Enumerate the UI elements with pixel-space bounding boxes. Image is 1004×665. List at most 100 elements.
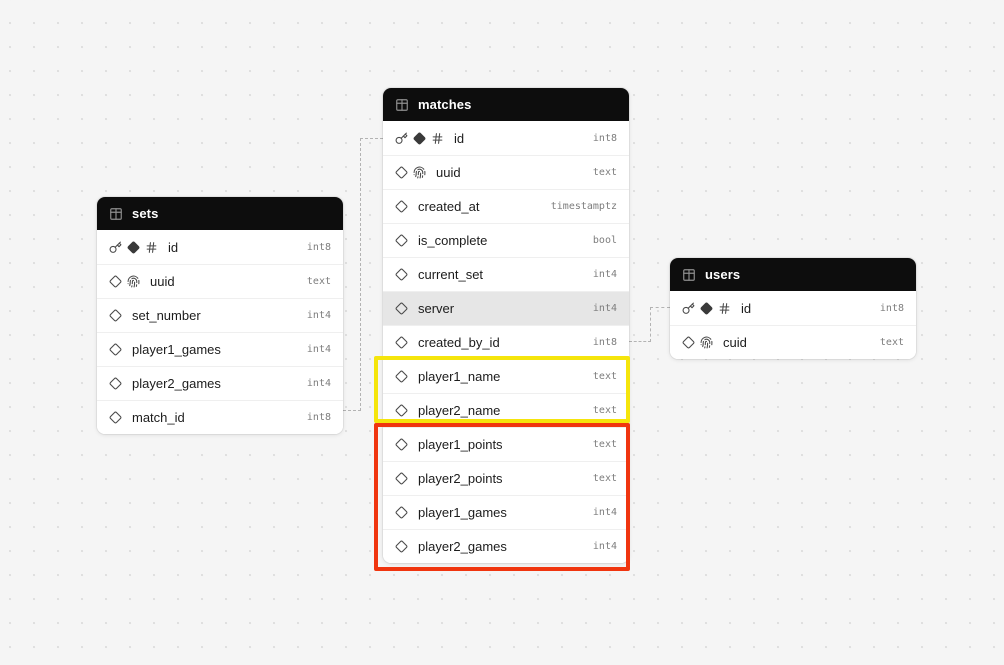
diamond-outline-icon <box>682 336 695 349</box>
hash-icon <box>431 132 444 145</box>
column-icons <box>109 411 122 424</box>
column-row-uuid[interactable]: uuid text <box>97 264 343 298</box>
table-header-matches[interactable]: matches <box>383 88 629 121</box>
hash-icon <box>145 241 158 254</box>
column-row-player1_points[interactable]: player1_points text <box>383 427 629 461</box>
relation-matches-users-segment <box>650 307 651 342</box>
column-row-id[interactable]: id int8 <box>383 121 629 155</box>
column-name: created_at <box>418 199 480 214</box>
fingerprint-icon <box>700 336 713 349</box>
column-name: player2_points <box>418 471 503 486</box>
column-type: int8 <box>879 302 904 314</box>
column-row-player2_points[interactable]: player2_points text <box>383 461 629 495</box>
column-name: current_set <box>418 267 484 282</box>
column-row-player1_games[interactable]: player1_games int4 <box>97 332 343 366</box>
column-name: id <box>741 300 752 316</box>
column-row-created_at[interactable]: created_at timestamptz <box>383 189 629 223</box>
column-type: text <box>592 439 617 450</box>
table-header-sets[interactable]: sets <box>97 197 343 230</box>
column-type: text <box>879 337 904 348</box>
diamond-filled-icon <box>700 302 713 315</box>
column-row-id[interactable]: id int8 <box>97 230 343 264</box>
column-icons <box>395 132 444 145</box>
diamond-outline-icon <box>395 370 408 383</box>
column-row-cuid[interactable]: cuid text <box>670 325 916 359</box>
column-type: text <box>592 473 617 484</box>
column-name: player2_name <box>418 403 501 418</box>
diamond-filled-icon <box>413 132 426 145</box>
diamond-outline-icon <box>395 302 408 315</box>
column-type: text <box>306 276 331 287</box>
table-card-matches[interactable]: matches id int8 uuid text created_at timestam… <box>383 88 629 563</box>
diamond-outline-icon <box>395 506 408 519</box>
column-name: player1_name <box>418 369 501 384</box>
column-name: id <box>168 239 179 255</box>
column-row-set_number[interactable]: set_number int4 <box>97 298 343 332</box>
table-rows-matches: id int8 uuid text created_at timestamptz is_co… <box>383 121 629 563</box>
column-name: player1_games <box>418 505 507 520</box>
diamond-outline-icon <box>395 540 408 553</box>
key-icon <box>109 241 122 254</box>
table-icon <box>109 207 123 221</box>
column-type: int4 <box>592 269 617 280</box>
relation-matches-users-segment <box>650 307 670 308</box>
diamond-outline-icon <box>109 377 122 390</box>
column-row-player2_games[interactable]: player2_games int4 <box>383 529 629 563</box>
column-row-player2_games[interactable]: player2_games int4 <box>97 366 343 400</box>
column-type: int8 <box>306 412 331 423</box>
table-card-users[interactable]: users id int8 cuid text <box>670 258 916 359</box>
column-type: int4 <box>306 310 331 321</box>
diamond-outline-icon <box>395 200 408 213</box>
relation-matches-users-segment <box>629 341 651 342</box>
column-row-server[interactable]: server int4 <box>383 291 629 325</box>
column-type: text <box>592 167 617 178</box>
column-icons <box>395 506 408 519</box>
column-row-id[interactable]: id int8 <box>670 291 916 325</box>
column-type: int4 <box>592 507 617 518</box>
column-name: uuid <box>436 165 461 180</box>
table-card-sets[interactable]: sets id int8 uuid text set_number int4 player1… <box>97 197 343 434</box>
column-type: bool <box>592 235 617 246</box>
diamond-outline-icon <box>109 309 122 322</box>
column-type: text <box>592 405 617 416</box>
column-row-is_complete[interactable]: is_complete bool <box>383 223 629 257</box>
column-type: int8 <box>592 337 617 348</box>
diamond-outline-icon <box>395 166 408 179</box>
table-icon <box>682 268 696 282</box>
table-title: users <box>705 267 741 282</box>
column-icons <box>395 472 408 485</box>
diamond-outline-icon <box>395 336 408 349</box>
table-title: sets <box>132 206 159 221</box>
relation-sets-matches-segment <box>360 138 361 411</box>
table-header-users[interactable]: users <box>670 258 916 291</box>
diamond-filled-icon <box>127 241 140 254</box>
table-rows-sets: id int8 uuid text set_number int4 player1_game… <box>97 230 343 434</box>
relation-sets-matches-segment <box>360 138 383 139</box>
fingerprint-icon <box>413 166 426 179</box>
column-row-match_id[interactable]: match_id int8 <box>97 400 343 434</box>
column-name: match_id <box>132 410 185 425</box>
column-name: is_complete <box>418 233 488 248</box>
column-type: timestamptz <box>550 201 617 212</box>
column-icons <box>109 309 122 322</box>
column-icons <box>109 275 140 288</box>
column-name: cuid <box>723 335 747 350</box>
column-icons <box>395 370 408 383</box>
column-row-player1_games[interactable]: player1_games int4 <box>383 495 629 529</box>
column-name: created_by_id <box>418 335 500 350</box>
column-row-current_set[interactable]: current_set int4 <box>383 257 629 291</box>
column-icons <box>395 302 408 315</box>
column-name: uuid <box>150 274 175 289</box>
column-row-player2_name[interactable]: player2_name text <box>383 393 629 427</box>
diamond-outline-icon <box>109 275 122 288</box>
column-name: player2_games <box>132 376 221 391</box>
column-row-created_by_id[interactable]: created_by_id int8 <box>383 325 629 359</box>
column-icons <box>395 268 408 281</box>
column-row-player1_name[interactable]: player1_name text <box>383 359 629 393</box>
column-icons <box>395 336 408 349</box>
column-row-uuid[interactable]: uuid text <box>383 155 629 189</box>
diamond-outline-icon <box>395 438 408 451</box>
diamond-outline-icon <box>395 234 408 247</box>
column-icons <box>395 234 408 247</box>
